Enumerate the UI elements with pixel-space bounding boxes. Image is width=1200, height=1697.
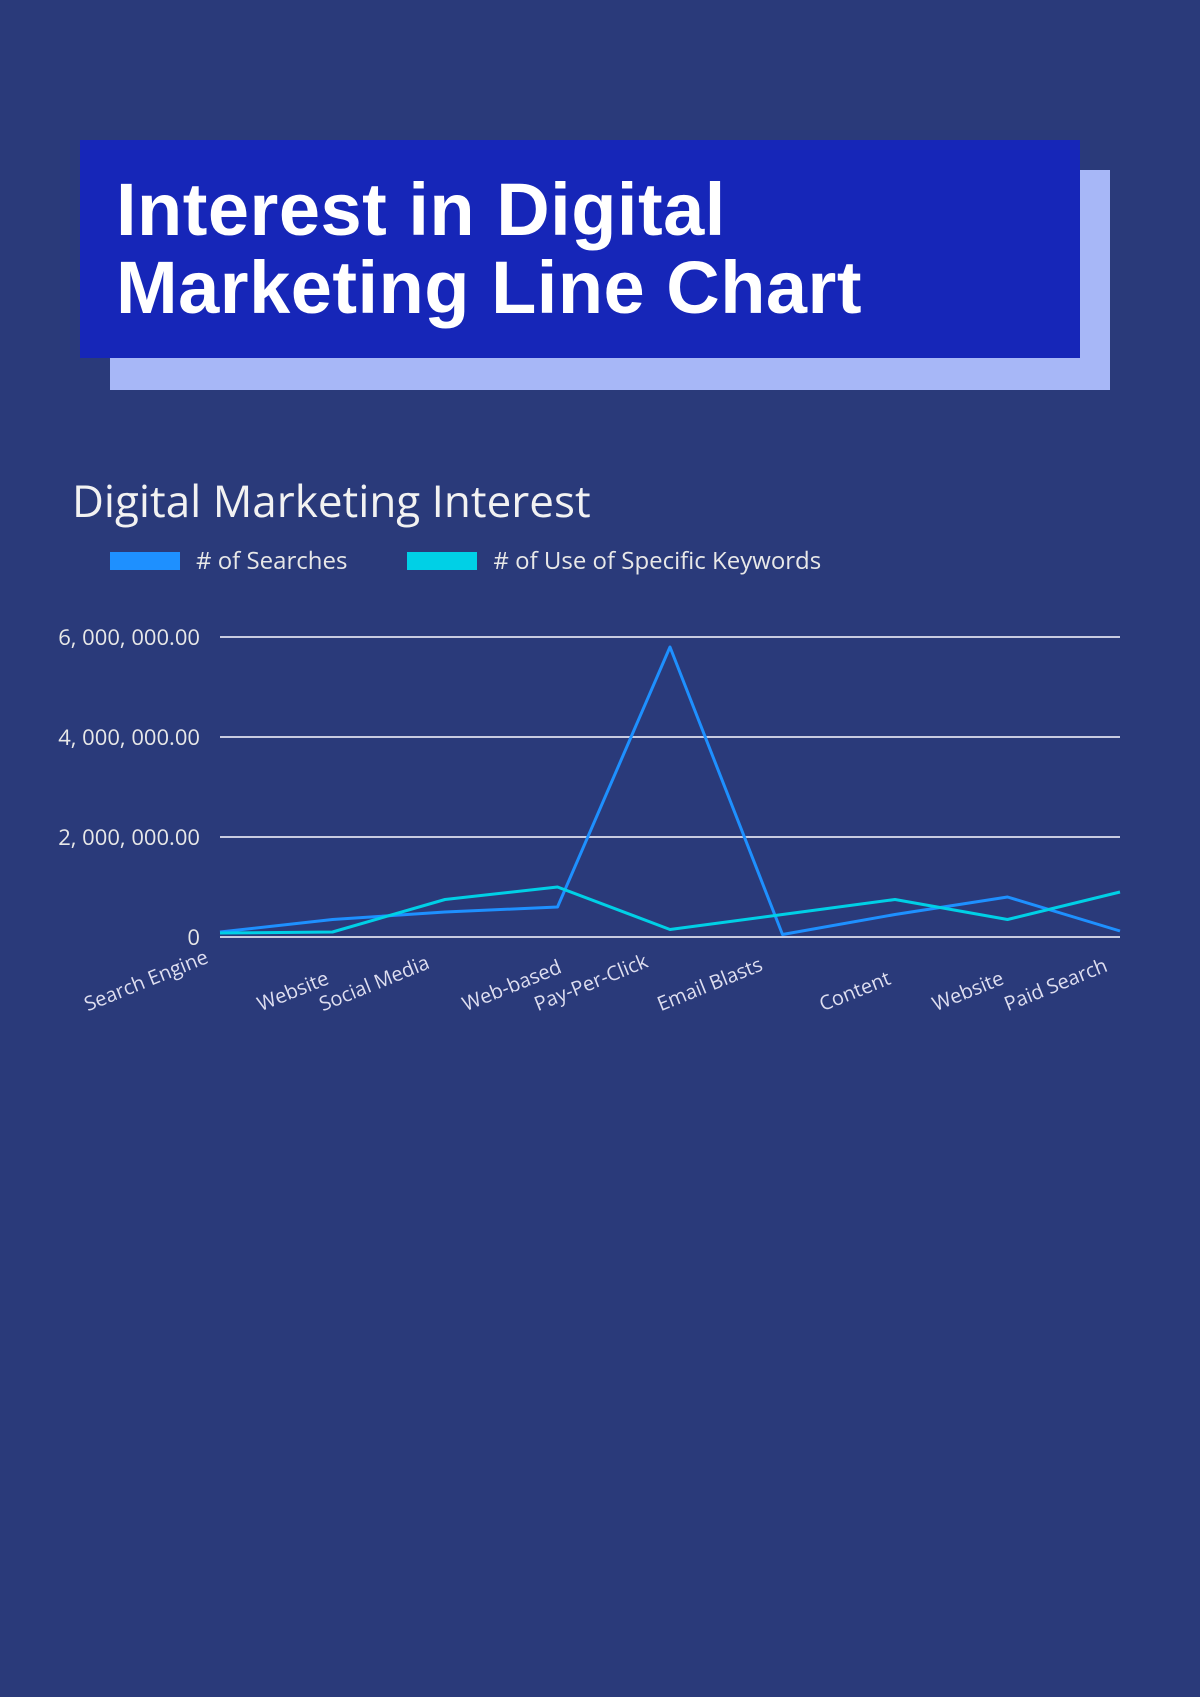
x-tick-label: Search Engine [80, 943, 212, 1017]
legend-item-searches: # of Searches [110, 544, 347, 577]
chart-legend: # of Searches # of Use of Specific Keywo… [110, 544, 1140, 577]
x-tick-label: Content [815, 964, 894, 1017]
x-tick-label: Paid Search [1000, 951, 1111, 1017]
legend-label-keywords: # of Use of Specific Keywords [493, 544, 821, 577]
x-axis-labels: Search EngineWebsiteSocial MediaWeb-base… [220, 957, 1120, 1077]
legend-swatch-searches [110, 552, 180, 570]
legend-item-keywords: # of Use of Specific Keywords [407, 544, 821, 577]
legend-swatch-keywords [407, 552, 477, 570]
chart-title: Digital Marketing Interest [72, 470, 1140, 530]
series-line-searches [220, 647, 1120, 935]
title-panel: Interest in Digital Marketing Line Chart [80, 140, 1080, 358]
chart-plot: 02, 000, 000.004, 000, 000.006, 000, 000… [60, 637, 1140, 1037]
series-line-keywords [220, 887, 1120, 933]
plot-inner [220, 637, 1120, 937]
y-tick-label: 2, 000, 000.00 [58, 822, 200, 852]
x-tick-label: Website [927, 964, 1007, 1017]
y-tick-label: 4, 000, 000.00 [58, 722, 200, 752]
page-title: Interest in Digital Marketing Line Chart [116, 171, 1044, 326]
legend-label-searches: # of Searches [196, 544, 347, 577]
chart-area: Digital Marketing Interest # of Searches… [60, 470, 1140, 1037]
chart-svg [220, 637, 1120, 937]
y-axis-labels: 02, 000, 000.004, 000, 000.006, 000, 000… [20, 637, 200, 937]
x-tick-label: Social Media [315, 948, 433, 1017]
y-tick-label: 6, 000, 000.00 [58, 622, 200, 652]
title-block: Interest in Digital Marketing Line Chart [80, 140, 1080, 358]
x-tick-label: Email Blasts [652, 950, 765, 1017]
